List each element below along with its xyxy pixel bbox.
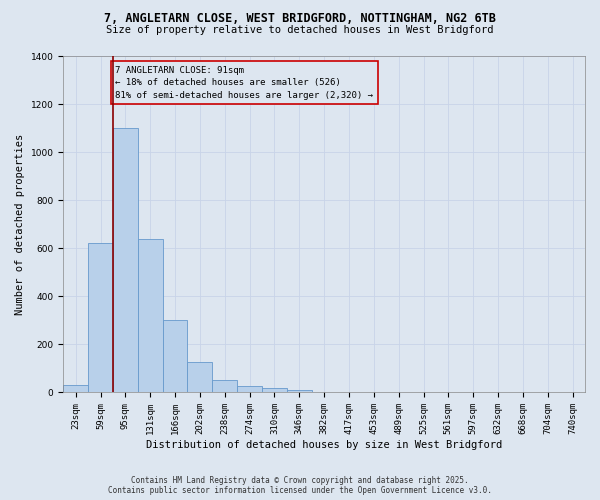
Bar: [262, 388, 287, 392]
Bar: [113, 128, 138, 392]
Bar: [187, 362, 212, 392]
Text: Size of property relative to detached houses in West Bridgford: Size of property relative to detached ho…: [106, 25, 494, 35]
Bar: [163, 320, 187, 392]
Bar: [212, 380, 237, 392]
Bar: [63, 386, 88, 392]
Bar: [287, 390, 312, 392]
Text: Contains HM Land Registry data © Crown copyright and database right 2025.
Contai: Contains HM Land Registry data © Crown c…: [108, 476, 492, 495]
Y-axis label: Number of detached properties: Number of detached properties: [15, 134, 25, 315]
Text: 7 ANGLETARN CLOSE: 91sqm
← 18% of detached houses are smaller (526)
81% of semi-: 7 ANGLETARN CLOSE: 91sqm ← 18% of detach…: [115, 66, 373, 100]
Bar: [237, 386, 262, 392]
Text: 7, ANGLETARN CLOSE, WEST BRIDGFORD, NOTTINGHAM, NG2 6TB: 7, ANGLETARN CLOSE, WEST BRIDGFORD, NOTT…: [104, 12, 496, 26]
Bar: [138, 238, 163, 392]
X-axis label: Distribution of detached houses by size in West Bridgford: Distribution of detached houses by size …: [146, 440, 502, 450]
Bar: [88, 244, 113, 392]
